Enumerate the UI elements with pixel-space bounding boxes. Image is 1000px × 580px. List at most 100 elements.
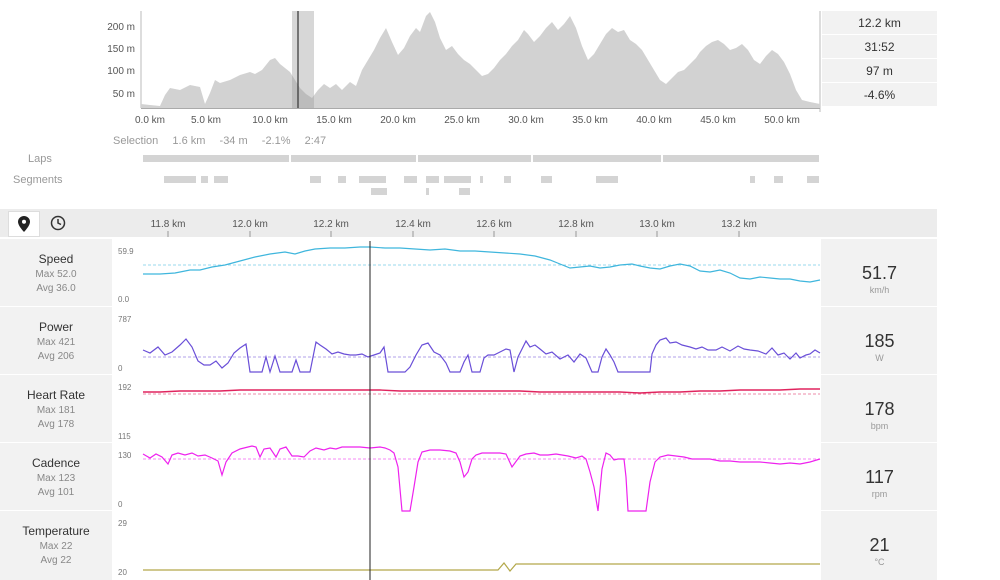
segment-bar[interactable] [426, 176, 439, 183]
metric-max: Max 181 [36, 405, 76, 416]
heart-rate-line [143, 388, 820, 394]
segment-bar[interactable] [596, 176, 618, 183]
lap-bar[interactable] [418, 155, 531, 162]
metric-unit: bpm [870, 421, 889, 431]
stat-time: 31:52 [822, 35, 937, 58]
segment-bar[interactable] [214, 176, 228, 183]
selection-summary: Selection 1.6 km -34 m -2.1% 2:47 [113, 135, 326, 147]
elev-x-tick: 0.0 km [134, 115, 166, 126]
metric-max: Max 421 [36, 337, 76, 348]
segment-bar[interactable] [459, 188, 470, 195]
elev-x-tick: 10.0 km [252, 115, 288, 126]
segment-bar[interactable] [404, 176, 417, 183]
segment-bar[interactable] [444, 176, 471, 183]
elev-x-tick: 45.0 km [700, 115, 736, 126]
map-view-button[interactable] [8, 211, 40, 237]
detail-x-tick: 12.4 km [395, 219, 431, 230]
elev-x-tick: 15.0 km [316, 115, 352, 126]
segment-bar[interactable] [774, 176, 783, 183]
metric-current: 178 [864, 399, 895, 419]
temperature-line [143, 562, 820, 572]
elev-x-tick: 40.0 km [636, 115, 672, 126]
metric-unit: km/h [869, 285, 890, 295]
cadence-line [142, 445, 821, 512]
metric-name: Cadence [31, 456, 81, 470]
selection-distance: 1.6 km [172, 135, 206, 147]
metric-heart-rate-value: 178 bpm [822, 399, 937, 431]
metric-speed-label: Speed Max 52.0 Avg 36.0 [0, 252, 112, 294]
metric-max: Max 123 [36, 473, 76, 484]
lap-bar[interactable] [533, 155, 661, 162]
chart-area-bg [112, 239, 821, 580]
metric-current: 51.7 [861, 263, 898, 283]
segment-bar[interactable] [480, 176, 483, 183]
detail-x-tick: 12.6 km [476, 219, 512, 230]
segment-bar[interactable] [338, 176, 346, 183]
segment-bar[interactable] [750, 176, 755, 183]
elev-y-tick: 150 m [107, 44, 135, 55]
segment-bar[interactable] [201, 176, 208, 183]
elev-y-tick: 200 m [107, 22, 135, 33]
cadence-ymin: 0 [118, 500, 123, 509]
lap-bar[interactable] [143, 155, 289, 162]
lap-bar[interactable] [663, 155, 819, 162]
segment-bar[interactable] [164, 176, 196, 183]
hr-ymax: 192 [118, 383, 132, 392]
stat-grade: -4.6% [822, 83, 937, 106]
segment-bar[interactable] [426, 188, 429, 195]
segment-bar[interactable] [371, 188, 387, 195]
segments-label: Segments [13, 174, 63, 186]
temp-ymin: 20 [118, 568, 127, 577]
detail-x-tick: 13.2 km [721, 219, 757, 230]
speed-line [143, 246, 821, 283]
metric-charts[interactable] [0, 237, 822, 580]
detail-axis-bar [0, 209, 937, 237]
metric-current: 185 [864, 331, 895, 351]
metric-temperature-label: Temperature Max 22 Avg 22 [0, 524, 112, 566]
speed-ymin: 0.0 [118, 295, 130, 304]
power-line [142, 337, 821, 375]
segment-bar[interactable] [807, 176, 819, 183]
selection-window [292, 11, 314, 108]
metric-cadence-label: Cadence Max 123 Avg 101 [0, 456, 112, 498]
time-view-button[interactable] [43, 211, 73, 235]
selection-label: Selection [113, 135, 159, 147]
elev-y-tick: 100 m [107, 66, 135, 77]
stat-elevation: 97 m [822, 59, 937, 82]
metric-avg: Avg 206 [37, 351, 75, 362]
selection-grade: -2.1% [261, 135, 291, 147]
selection-elevation: -34 m [219, 135, 248, 147]
metric-heart-rate-label: Heart Rate Max 181 Avg 178 [0, 388, 112, 430]
metric-avg: Avg 101 [37, 487, 75, 498]
metric-current: 21 [869, 535, 890, 555]
segment-bar[interactable] [504, 176, 511, 183]
metric-max: Max 52.0 [35, 269, 77, 280]
metric-unit: rpm [871, 489, 888, 499]
segment-bar[interactable] [310, 176, 321, 183]
segment-bar[interactable] [541, 176, 552, 183]
elevation-chart[interactable]: 200 m 150 m 100 m 50 m 0.0 km 5.0 km 10.… [0, 0, 822, 135]
laps-label: Laps [28, 153, 52, 165]
power-ymax: 787 [118, 315, 132, 324]
power-ymin: 0 [118, 364, 123, 373]
segment-bar[interactable] [359, 176, 386, 183]
metric-unit: °C [874, 557, 885, 567]
elev-x-tick: 25.0 km [444, 115, 480, 126]
metric-unit: W [875, 353, 884, 363]
elevation-area [141, 12, 820, 108]
elev-x-tick: 50.0 km [764, 115, 800, 126]
map-pin-icon [18, 216, 30, 232]
stat-distance: 12.2 km [822, 11, 937, 34]
lap-bar[interactable] [291, 155, 416, 162]
elev-x-tick: 5.0 km [190, 115, 222, 126]
elev-x-tick: 30.0 km [508, 115, 544, 126]
detail-x-tick: 12.8 km [558, 219, 594, 230]
speed-ymax: 59.9 [118, 247, 134, 256]
elevation-profile [140, 11, 821, 112]
detail-x-tick: 11.8 km [150, 219, 186, 230]
metric-name: Speed [38, 252, 74, 266]
detail-x-tick: 13.0 km [639, 219, 675, 230]
clock-icon [50, 215, 66, 231]
metric-power-value: 185 W [822, 331, 937, 363]
selection-time: 2:47 [304, 135, 327, 147]
